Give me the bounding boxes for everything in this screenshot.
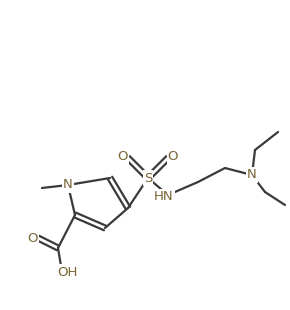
- Text: O: O: [118, 149, 128, 162]
- Text: HN: HN: [154, 191, 174, 203]
- Text: S: S: [144, 171, 152, 184]
- Text: N: N: [247, 169, 257, 181]
- Text: OH: OH: [57, 265, 77, 278]
- Text: O: O: [28, 232, 38, 245]
- Text: O: O: [168, 149, 178, 162]
- Text: N: N: [63, 179, 73, 192]
